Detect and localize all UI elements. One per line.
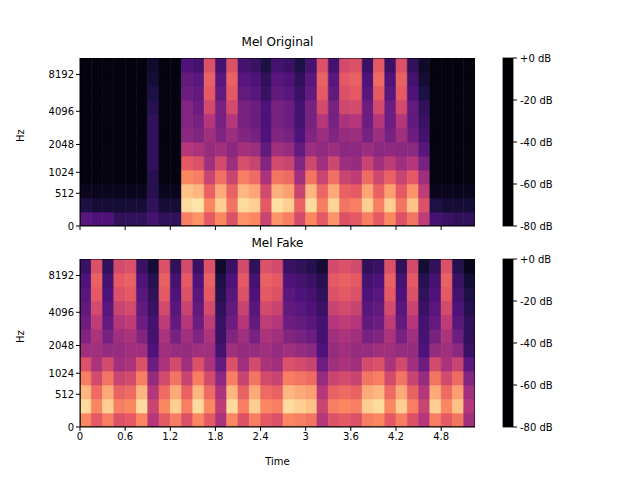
- svg-text:512: 512: [55, 389, 74, 400]
- svg-text:4096: 4096: [49, 307, 74, 318]
- svg-text:3.6: 3.6: [343, 431, 359, 442]
- html-text:Mel Fake: Mel Fake: [251, 236, 304, 250]
- svg-text:+0 dB: +0 dB: [520, 254, 551, 265]
- svg-text:-80 dB: -80 dB: [520, 221, 553, 232]
- svg-text:Time: Time: [264, 456, 289, 467]
- svg-text:4.2: 4.2: [388, 431, 404, 442]
- svg-text:1024: 1024: [49, 368, 74, 379]
- svg-text:8192: 8192: [49, 270, 74, 281]
- svg-text:Hz: Hz: [15, 330, 26, 343]
- svg-text:-20 dB: -20 dB: [520, 95, 553, 106]
- svg-text:1.2: 1.2: [162, 431, 178, 442]
- svg-text:-80 dB: -80 dB: [520, 422, 553, 433]
- svg-text:512: 512: [55, 188, 74, 199]
- svg-text:1024: 1024: [49, 167, 74, 178]
- svg-text:8192: 8192: [49, 69, 74, 80]
- svg-text:0: 0: [68, 422, 74, 433]
- svg-text:-20 dB: -20 dB: [520, 296, 553, 307]
- svg-text:-60 dB: -60 dB: [520, 380, 553, 391]
- svg-text:-60 dB: -60 dB: [520, 179, 553, 190]
- svg-text:0.6: 0.6: [117, 431, 133, 442]
- svg-text:Hz: Hz: [15, 129, 26, 142]
- svg-text:2048: 2048: [49, 139, 74, 150]
- svg-text:4096: 4096: [49, 106, 74, 117]
- svg-text:3: 3: [303, 431, 309, 442]
- svg-text:2048: 2048: [49, 340, 74, 351]
- svg-text:2.4: 2.4: [253, 431, 269, 442]
- html-text:Mel Original: Mel Original: [241, 35, 314, 49]
- svg-text:0: 0: [68, 221, 74, 232]
- svg-text:4.8: 4.8: [433, 431, 449, 442]
- svg-text:0: 0: [77, 431, 83, 442]
- svg-text:1.8: 1.8: [207, 431, 223, 442]
- svg-text:+0 dB: +0 dB: [520, 53, 551, 64]
- svg-text:-40 dB: -40 dB: [520, 137, 553, 148]
- svg-text:-40 dB: -40 dB: [520, 338, 553, 349]
